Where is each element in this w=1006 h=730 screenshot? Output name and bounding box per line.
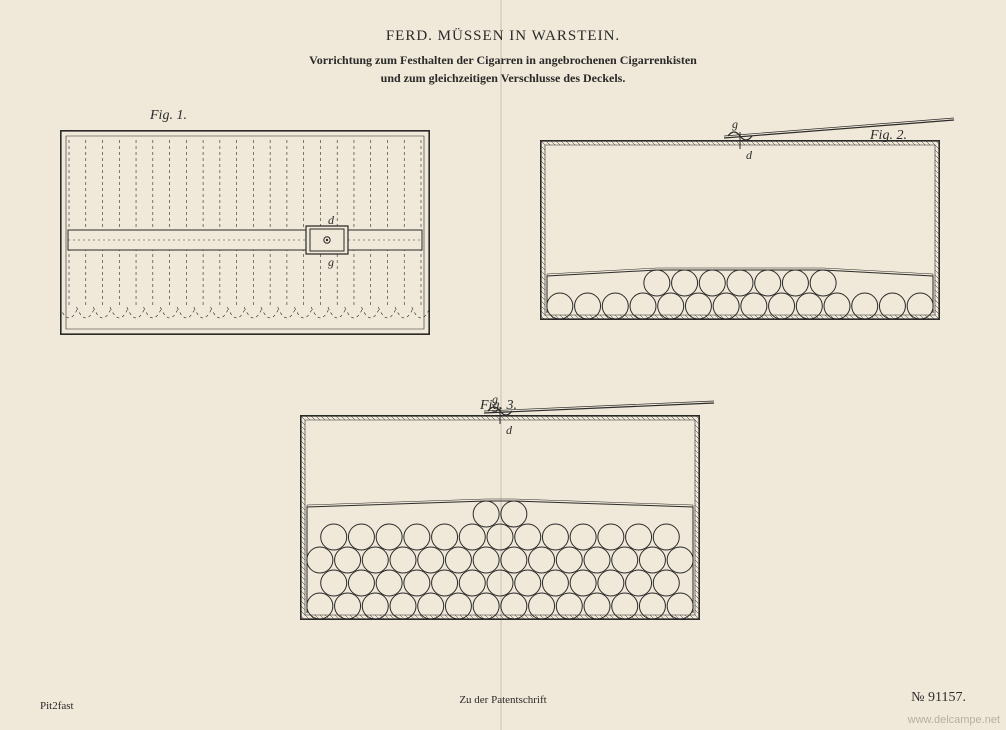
fig1-label: Fig. 1. bbox=[150, 108, 187, 124]
svg-text:g: g bbox=[492, 392, 498, 406]
author-line: FERD. MÜSSEN IN WARSTEIN. bbox=[0, 28, 1006, 45]
footer-center: Zu der Patentschrift bbox=[0, 694, 1006, 706]
svg-text:g: g bbox=[328, 255, 334, 269]
subtitle-line-2: und zum gleichzeitigen Verschlusse des D… bbox=[381, 71, 626, 85]
figure-2: gd bbox=[540, 110, 960, 324]
watermark: www.delcampe.net bbox=[908, 714, 1000, 726]
svg-text:d: d bbox=[328, 213, 335, 227]
svg-text:g: g bbox=[732, 117, 738, 131]
patent-drawing-page: FERD. MÜSSEN IN WARSTEIN. Vorrichtung zu… bbox=[0, 0, 1006, 730]
figure-1: dg bbox=[60, 130, 430, 335]
svg-text:d: d bbox=[746, 148, 753, 162]
subtitle: Vorrichtung zum Festhalten der Cigarren … bbox=[0, 51, 1006, 87]
figure-3: gd bbox=[300, 385, 720, 624]
subtitle-line-1: Vorrichtung zum Festhalten der Cigarren … bbox=[309, 53, 697, 67]
svg-text:d: d bbox=[506, 423, 513, 437]
header: FERD. MÜSSEN IN WARSTEIN. Vorrichtung zu… bbox=[0, 28, 1006, 87]
footer-right: № 91157. bbox=[911, 690, 966, 706]
